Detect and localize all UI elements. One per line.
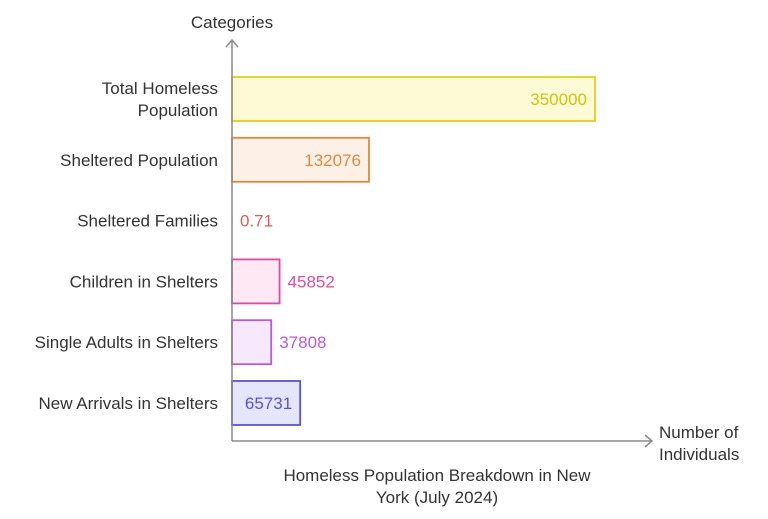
- chart-caption-line-1: Homeless Population Breakdown in New: [283, 466, 591, 485]
- category-labels-group: Total Homeless Population Sheltered Popula…: [35, 79, 218, 413]
- bar-1: [231, 136, 370, 183]
- value-label-0: 350000: [530, 90, 587, 109]
- value-labels-group: 350000 132076 0.71 45852 37808 65731: [240, 90, 587, 413]
- x-axis-title-line-2: Individuals: [659, 445, 739, 464]
- category-label-0-line-1: Population: [138, 101, 218, 120]
- value-label-5: 65731: [245, 394, 292, 413]
- bars-group: [231, 76, 596, 426]
- category-label-2: Sheltered Families: [77, 212, 218, 231]
- axes-group: [225, 38, 654, 448]
- chart-caption-line-2: York (July 2024): [376, 488, 498, 507]
- category-label-4: Single Adults in Shelters: [35, 333, 218, 352]
- y-axis-arrow-icon: [225, 38, 239, 48]
- bar-4: [231, 319, 273, 366]
- value-label-2: 0.71: [240, 212, 273, 231]
- bar-5: [231, 380, 302, 426]
- category-label-5: New Arrivals in Shelters: [38, 394, 218, 413]
- category-label-1: Sheltered Population: [60, 151, 218, 170]
- category-label-0-line-0: Total Homeless: [102, 79, 218, 98]
- bar-3: [231, 258, 281, 305]
- value-label-4: 37808: [279, 333, 326, 352]
- bar-0: [231, 76, 596, 122]
- x-axis-arrow-icon: [644, 434, 654, 448]
- x-axis-title-line-1: Number of: [659, 423, 739, 442]
- category-label-3: Children in Shelters: [70, 272, 218, 291]
- y-axis-title: Categories: [191, 13, 273, 32]
- value-label-3: 45852: [288, 272, 335, 291]
- value-label-1: 132076: [304, 151, 361, 170]
